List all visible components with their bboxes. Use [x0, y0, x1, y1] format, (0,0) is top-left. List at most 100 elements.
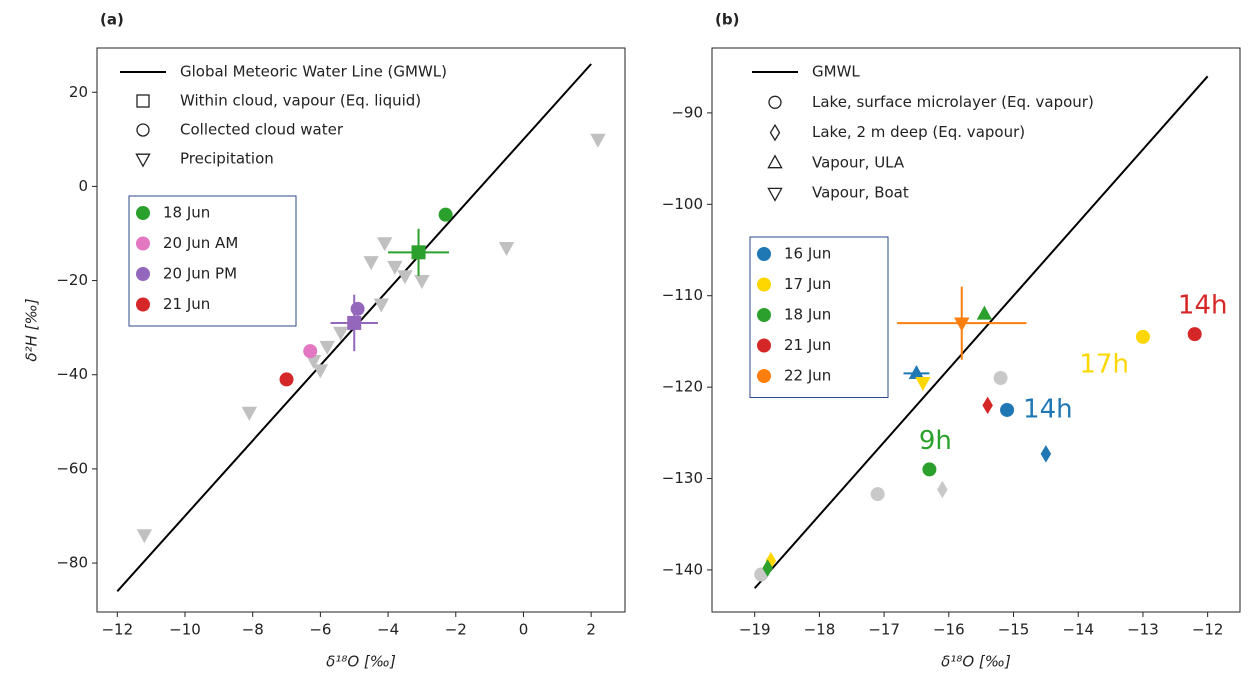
- gmwl-line: [753, 75, 1209, 589]
- data-point: [922, 462, 937, 477]
- x-tick-label: −13: [1127, 621, 1159, 639]
- data-point: [915, 376, 931, 391]
- legend-label: Within cloud, vapour (Eq. liquid): [180, 92, 421, 110]
- data-point: [376, 237, 393, 252]
- legend-label: Vapour, ULA: [812, 153, 905, 171]
- data-point: [982, 396, 993, 415]
- y-tick-label: −100: [662, 195, 703, 213]
- data-point: [414, 274, 430, 289]
- legend-label: 16 Jun: [784, 245, 831, 263]
- x-tick-label: −2: [445, 621, 467, 639]
- legend-marker: [136, 94, 150, 108]
- legend-label: 18 Jun: [163, 204, 210, 222]
- legend-swatch: [757, 247, 771, 261]
- data-point: [937, 480, 948, 499]
- legend-label: Vapour, Boat: [812, 184, 909, 202]
- data-point: [347, 315, 362, 330]
- legend-swatch: [757, 277, 771, 292]
- legend-label: 17 Jun: [784, 275, 831, 293]
- data-point: [397, 270, 413, 285]
- data-point: [870, 487, 885, 502]
- data-point: [305, 355, 322, 370]
- legend-marker: [769, 123, 781, 142]
- legend-swatch: [136, 236, 150, 251]
- data-point: [312, 364, 329, 379]
- x-tick-label: −18: [804, 621, 836, 639]
- data-point: [136, 529, 153, 544]
- x-tick-label: 2: [586, 621, 596, 639]
- data-point: [303, 344, 318, 359]
- data-point: [319, 340, 335, 355]
- legend-label: 21 Jun: [784, 336, 831, 354]
- x-tick-label: −17: [868, 621, 900, 639]
- legend-box: [128, 195, 297, 327]
- x-tick-label: −15: [998, 621, 1030, 639]
- point-annotation: 14h: [1023, 394, 1073, 424]
- x-axis-label: δ¹⁸O [‰]: [326, 653, 396, 671]
- data-point: [993, 370, 1008, 385]
- legend-label: Collected cloud water: [180, 121, 344, 139]
- x-tick-label: −12: [101, 621, 133, 639]
- legend-label: Lake, surface microlayer (Eq. vapour): [812, 93, 1094, 111]
- legend-marker: [768, 95, 782, 109]
- point-annotation: 14h: [1178, 291, 1228, 321]
- plot-frame: [711, 47, 1241, 613]
- data-point: [762, 559, 773, 577]
- legend-label: Lake, 2 m deep (Eq. vapour): [812, 123, 1025, 141]
- legend-marker: [767, 154, 783, 169]
- legend-swatch: [136, 297, 150, 312]
- legend-box: [749, 236, 889, 398]
- x-tick-label: −19: [739, 621, 771, 639]
- legend-marker: [136, 123, 150, 137]
- x-tick-label: −8: [242, 621, 264, 639]
- data-point: [1187, 327, 1202, 342]
- point-annotation: 9h: [919, 426, 952, 456]
- point-annotation: 17h: [1079, 349, 1129, 379]
- data-point: [332, 326, 349, 341]
- y-tick-label: −120: [662, 378, 703, 396]
- data-point: [954, 317, 970, 332]
- legend-label: GMWL: [812, 63, 860, 81]
- legend-swatch: [136, 267, 150, 281]
- panel-title: (a): [100, 11, 124, 29]
- legend-label: 18 Jun: [784, 306, 831, 324]
- y-tick-label: 0: [78, 177, 88, 195]
- legend-label: 20 Jun PM: [163, 265, 237, 283]
- data-point: [498, 242, 515, 257]
- data-point: [350, 301, 365, 316]
- data-point: [438, 207, 453, 222]
- legend-label: Precipitation: [180, 150, 274, 168]
- legend-label: 21 Jun: [163, 295, 210, 313]
- data-point: [1000, 402, 1015, 417]
- data-point: [279, 372, 294, 387]
- legend-label: Global Meteoric Water Line (GMWL): [180, 63, 447, 81]
- y-tick-label: −140: [662, 560, 703, 578]
- legend-label: 20 Jun AM: [163, 234, 238, 252]
- x-tick-label: −16: [933, 621, 965, 639]
- legend-swatch: [757, 369, 771, 383]
- legend-swatch: [757, 338, 771, 353]
- data-point: [1135, 329, 1150, 344]
- data-point: [590, 133, 606, 148]
- y-tick-label: −60: [56, 459, 88, 477]
- y-tick-label: −90: [671, 103, 703, 121]
- y-tick-label: −20: [56, 271, 88, 289]
- x-tick-label: −6: [309, 621, 331, 639]
- x-tick-label: −4: [377, 621, 399, 639]
- data-point: [411, 245, 426, 260]
- panel-title: (b): [715, 11, 739, 29]
- data-point: [1040, 445, 1052, 463]
- legend-marker: [135, 153, 151, 168]
- x-tick-label: −14: [1062, 621, 1094, 639]
- data-point: [373, 298, 390, 313]
- x-tick-label: −12: [1192, 621, 1224, 639]
- legend-marker: [767, 187, 783, 202]
- x-tick-label: 0: [519, 621, 529, 639]
- y-tick-label: −130: [662, 469, 703, 487]
- y-tick-label: −110: [662, 286, 703, 304]
- y-tick-label: 20: [69, 83, 88, 101]
- y-tick-label: −40: [56, 365, 88, 383]
- data-point: [976, 305, 993, 320]
- data-point: [387, 260, 403, 275]
